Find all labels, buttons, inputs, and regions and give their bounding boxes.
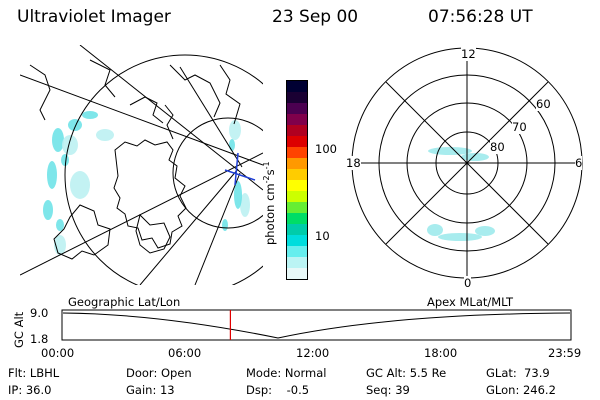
info-dsp: Dsp: -0.5	[246, 383, 310, 397]
mlt-label-12: 12	[461, 47, 476, 61]
colorbar	[286, 80, 308, 280]
colorbar-segment	[287, 136, 307, 147]
date-label: 23 Sep 00	[272, 7, 359, 27]
colorbar-segment	[287, 235, 307, 246]
colorbar-segment	[287, 191, 307, 202]
colorbar-segment	[287, 114, 307, 125]
instrument-title: Ultraviolet Imager	[17, 7, 171, 27]
mlt-label-0: 0	[464, 276, 472, 290]
colorbar-segment	[287, 224, 307, 235]
gc-alt-axis-label: GC Alt	[12, 311, 26, 348]
apex-mlat-mlt-title: Apex MLat/MLT	[427, 295, 514, 309]
geographic-latlon-title: Geographic Lat/Lon	[68, 295, 181, 309]
colorbar-segment	[287, 268, 307, 279]
info-ip: IP: 36.0	[8, 383, 52, 397]
colorbar-tick-10: 10	[315, 229, 330, 243]
x-tick-1800: 18:00	[424, 346, 458, 360]
info-mode: Mode: Normal	[246, 366, 327, 380]
colorbar-segment	[287, 202, 307, 213]
colorbar-segment	[287, 158, 307, 169]
mlat-label-70: 70	[512, 120, 527, 134]
info-gc-alt: GC Alt: 5.5 Re	[366, 366, 447, 380]
colorbar-segment	[287, 103, 307, 114]
colorbar-segment	[287, 147, 307, 158]
colorbar-segment	[287, 169, 307, 180]
info-gain: Gain: 13	[126, 383, 175, 397]
colorbar-label: photon cm-2s-1	[262, 161, 277, 245]
info-filter: Flt: LBHL	[8, 366, 60, 380]
time-label: 07:56:28 UT	[428, 7, 533, 27]
mlt-label-6: 6	[575, 156, 583, 170]
colorbar-segment	[287, 125, 307, 136]
colorbar-segment	[287, 81, 307, 92]
x-tick-2359: 23:59	[548, 346, 582, 360]
mlat-label-60: 60	[536, 97, 551, 111]
polar-aurora-emission	[427, 147, 495, 241]
x-tick-1200: 12:00	[296, 346, 330, 360]
info-door: Door: Open	[126, 366, 192, 380]
colorbar-tick-100: 100	[315, 142, 337, 156]
colorbar-segment	[287, 257, 307, 268]
altitude-timeline	[61, 309, 572, 341]
geographic-map	[20, 45, 263, 285]
colorbar-segment	[287, 213, 307, 224]
polar-plot	[351, 47, 583, 279]
colorbar-segment	[287, 246, 307, 257]
info-glon: GLon: 246.2	[486, 383, 556, 397]
info-glat: GLat: 73.9	[486, 366, 550, 380]
x-tick-0600: 06:00	[168, 346, 202, 360]
colorbar-segment	[287, 92, 307, 103]
gc-alt-top-value: 9.0	[30, 306, 49, 320]
x-tick-0000: 00:00	[41, 346, 75, 360]
mlt-label-18: 18	[346, 156, 361, 170]
info-seq: Seq: 39	[366, 383, 410, 397]
colorbar-segment	[287, 180, 307, 191]
aurora-emission-left	[43, 111, 98, 231]
mlat-label-80: 80	[490, 140, 505, 154]
gc-alt-bottom-value: 1.8	[30, 332, 49, 346]
